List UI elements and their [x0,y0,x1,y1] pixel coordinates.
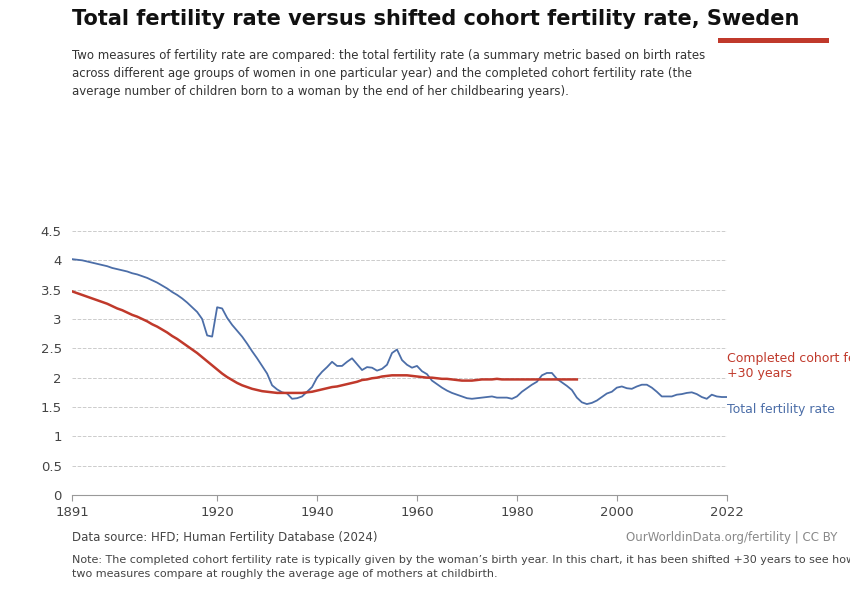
Text: Total fertility rate: Total fertility rate [727,403,835,416]
Text: OurWorldinData.org/fertility | CC BY: OurWorldinData.org/fertility | CC BY [626,531,837,544]
Text: Note: The completed cohort fertility rate is typically given by the woman’s birt: Note: The completed cohort fertility rat… [72,555,850,579]
Text: Our World: Our World [744,10,803,20]
Text: Total fertility rate versus shifted cohort fertility rate, Sweden: Total fertility rate versus shifted coho… [72,9,800,29]
Text: Data source: HFD; Human Fertility Database (2024): Data source: HFD; Human Fertility Databa… [72,531,377,544]
Text: Two measures of fertility rate are compared: the total fertility rate (a summary: Two measures of fertility rate are compa… [72,49,706,98]
Text: Completed cohort fertility rate shifted
+30 years: Completed cohort fertility rate shifted … [727,352,850,380]
Text: in Data: in Data [752,22,795,32]
Bar [718,38,829,43]
